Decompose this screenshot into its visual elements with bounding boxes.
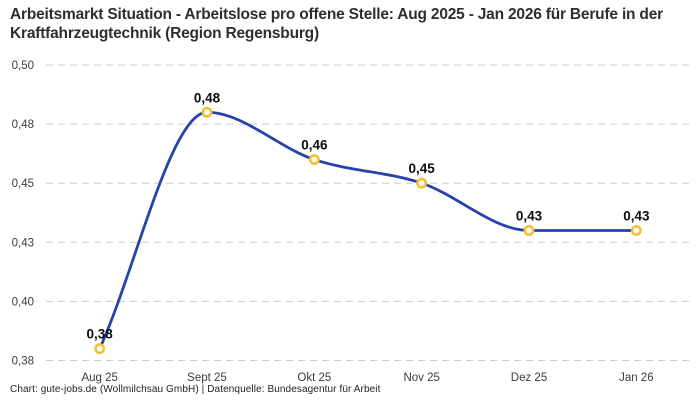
data-point-label: 0,45 [409,161,436,176]
x-tick-label: Okt 25 [297,372,331,384]
series-line [98,110,638,351]
chart-source-note: Chart: gute-jobs.de (Wollmilchsau GmbH) … [10,384,381,395]
x-tick-label: Dez 25 [511,372,547,384]
y-tick-label: 0,48 [12,119,34,131]
data-point-marker [201,106,213,118]
data-point-labels: 0,38 0,48 0,46 0,45 0,43 0,43 [87,90,650,341]
data-point-markers [94,106,642,355]
data-point-marker [94,343,106,355]
data-point-marker [308,154,320,166]
y-tick-label: 0,43 [12,237,34,249]
x-tick-label: Aug 25 [81,372,117,384]
data-point-label: 0,48 [194,90,221,105]
data-point-label: 0,43 [516,208,543,223]
data-point-label: 0,46 [301,138,328,153]
x-tick-label: Nov 25 [403,372,439,384]
y-tick-label: 0,50 [12,60,34,72]
data-point-marker [416,177,428,189]
data-point-marker [523,225,535,236]
y-tick-label: 0,45 [12,178,34,190]
data-point-label: 0,43 [623,208,650,223]
chart-title: Arbeitsmarkt Situation - Arbeitslose pro… [10,6,663,42]
y-tick-label: 0,38 [12,356,34,368]
x-tick-label: Sept 25 [187,372,227,384]
data-point-label: 0,38 [87,327,114,342]
y-axis-tick-labels: 0,50 0,48 0,45 0,43 0,40 0,38 [12,60,34,368]
data-point-marker [630,225,642,236]
x-axis-tick-labels: Aug 25 Sept 25 Okt 25 Nov 25 Dez 25 Jan 26 [81,372,653,384]
y-tick-label: 0,40 [12,296,34,308]
gridlines [46,64,690,361]
x-tick-label: Jan 26 [619,372,654,384]
